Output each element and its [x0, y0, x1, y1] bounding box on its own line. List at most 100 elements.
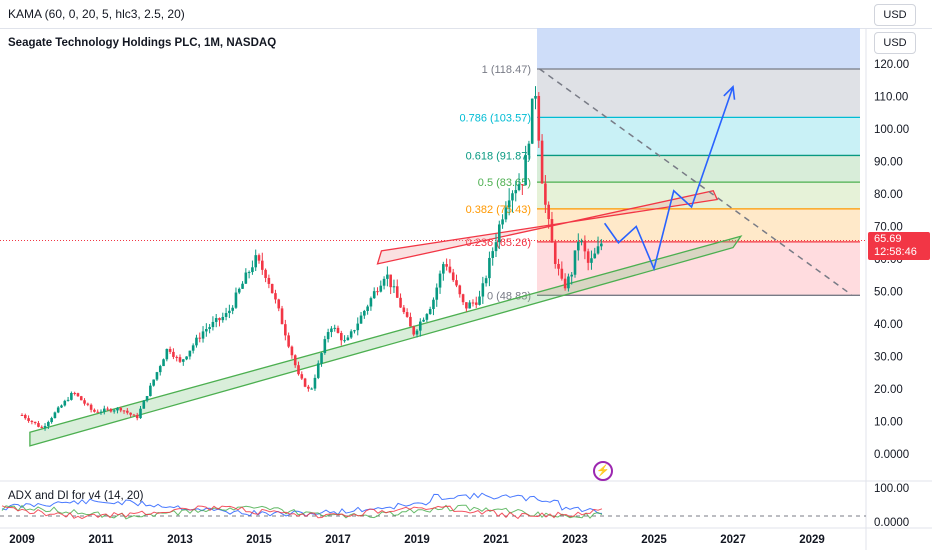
candle-body [185, 356, 188, 360]
candle-body [165, 348, 169, 360]
candle-body [158, 366, 162, 373]
candle-body [474, 302, 478, 305]
last-price-tag: 65.69 12:58:46 [868, 232, 930, 260]
candle-body [313, 377, 317, 389]
candle-body [323, 339, 327, 354]
fib-zone-0 [537, 68, 860, 118]
candle-body [162, 359, 165, 367]
x-axis-tick-label: 2011 [89, 534, 115, 546]
candle-body [307, 386, 310, 389]
candle-body [244, 272, 248, 284]
fib-level-label: 0.786 (103.57) [459, 112, 531, 124]
y-axis-tick-label: 70.00 [874, 222, 903, 234]
candle-body [37, 423, 40, 427]
candle-body [478, 296, 481, 305]
fib-zone-5 [537, 241, 860, 296]
candle-body [330, 328, 333, 333]
candle-body [451, 272, 455, 281]
candle-body [563, 278, 567, 289]
candle-body [557, 263, 560, 269]
candle-body [76, 393, 80, 397]
candle-body [428, 309, 432, 315]
x-axis-tick-label: 2023 [562, 534, 588, 546]
candle-body [251, 267, 254, 273]
candle-body [211, 321, 215, 328]
candle-body [521, 184, 524, 186]
candle-body [237, 288, 241, 293]
candle-body [600, 243, 603, 247]
candle-body [580, 240, 583, 242]
candle-body [102, 408, 106, 412]
candle-body [60, 405, 63, 408]
y-axis-tick-label: 20.00 [874, 384, 903, 396]
candle-body [86, 403, 90, 405]
candle-body [126, 410, 129, 413]
candle-body [106, 408, 109, 410]
candle-body [267, 277, 271, 284]
candle-body [389, 274, 392, 288]
currency-button-main[interactable]: USD [874, 32, 916, 54]
candle-body [372, 291, 376, 299]
candle-body [214, 318, 218, 322]
indicator-bar: KAMA (60, 0, 20, 5, hlc3, 2.5, 20) [0, 0, 932, 29]
candle-body [590, 258, 593, 263]
candle-body [297, 365, 300, 375]
candle-body [50, 418, 53, 423]
candle-body [346, 337, 350, 341]
candle-body [596, 246, 600, 254]
candle-body [218, 318, 221, 321]
candle-body [175, 356, 179, 358]
candle-body [491, 251, 495, 258]
candle-body [560, 268, 564, 279]
candle-body [66, 399, 70, 401]
candle-body [547, 204, 550, 220]
adx-axis-label-top: 100.00 [874, 483, 909, 495]
candle-body [135, 415, 139, 419]
adx-indicator-label[interactable]: ADX and DI for v4 (14, 20) [8, 490, 144, 502]
candle-body [149, 385, 152, 397]
y-axis-tick-label: 50.00 [874, 287, 903, 299]
candle-body [553, 242, 557, 264]
lightning-icon[interactable]: ⚡ [593, 461, 613, 481]
y-axis-tick-label: 40.00 [874, 319, 903, 331]
candle-body [270, 283, 274, 294]
candle-body [583, 240, 587, 252]
kama-indicator-label[interactable]: KAMA (60, 0, 20, 5, hlc3, 2.5, 20) [8, 7, 185, 21]
candle-body [501, 219, 504, 225]
x-axis-tick-label: 2015 [246, 534, 272, 546]
candle-body [432, 299, 435, 310]
candle-body [139, 408, 142, 419]
candle-body [178, 357, 182, 362]
candle-body [132, 414, 136, 416]
candle-body [280, 308, 284, 325]
candle-body [122, 410, 126, 412]
candle-body [284, 324, 287, 336]
candle-body [593, 253, 597, 259]
candle-body [544, 183, 547, 205]
x-axis-tick-label: 2021 [483, 534, 509, 546]
candle-body [339, 332, 343, 341]
candle-body [418, 321, 422, 331]
y-axis-tick-label: 80.00 [874, 189, 903, 201]
candle-body [570, 274, 574, 277]
candle-body [392, 286, 396, 288]
candle-body [293, 355, 297, 366]
candle-body [320, 353, 323, 364]
candle-body [343, 340, 346, 342]
candle-body [109, 409, 113, 412]
candle-body [386, 274, 389, 279]
candle-body [30, 420, 34, 422]
candle-body [241, 283, 244, 289]
candle-body [195, 337, 198, 346]
bar-countdown: 12:58:46 [874, 246, 917, 258]
fib-level-label: 0.236 (65.26) [466, 237, 531, 249]
x-axis-tick-label: 2025 [641, 534, 667, 546]
currency-button-top[interactable]: USD [874, 4, 916, 26]
candle-body [412, 326, 416, 335]
candle-body [188, 350, 192, 357]
candle-body [47, 422, 50, 427]
candle-body [471, 302, 475, 304]
candle-body [63, 400, 67, 406]
candle-body [89, 404, 93, 410]
